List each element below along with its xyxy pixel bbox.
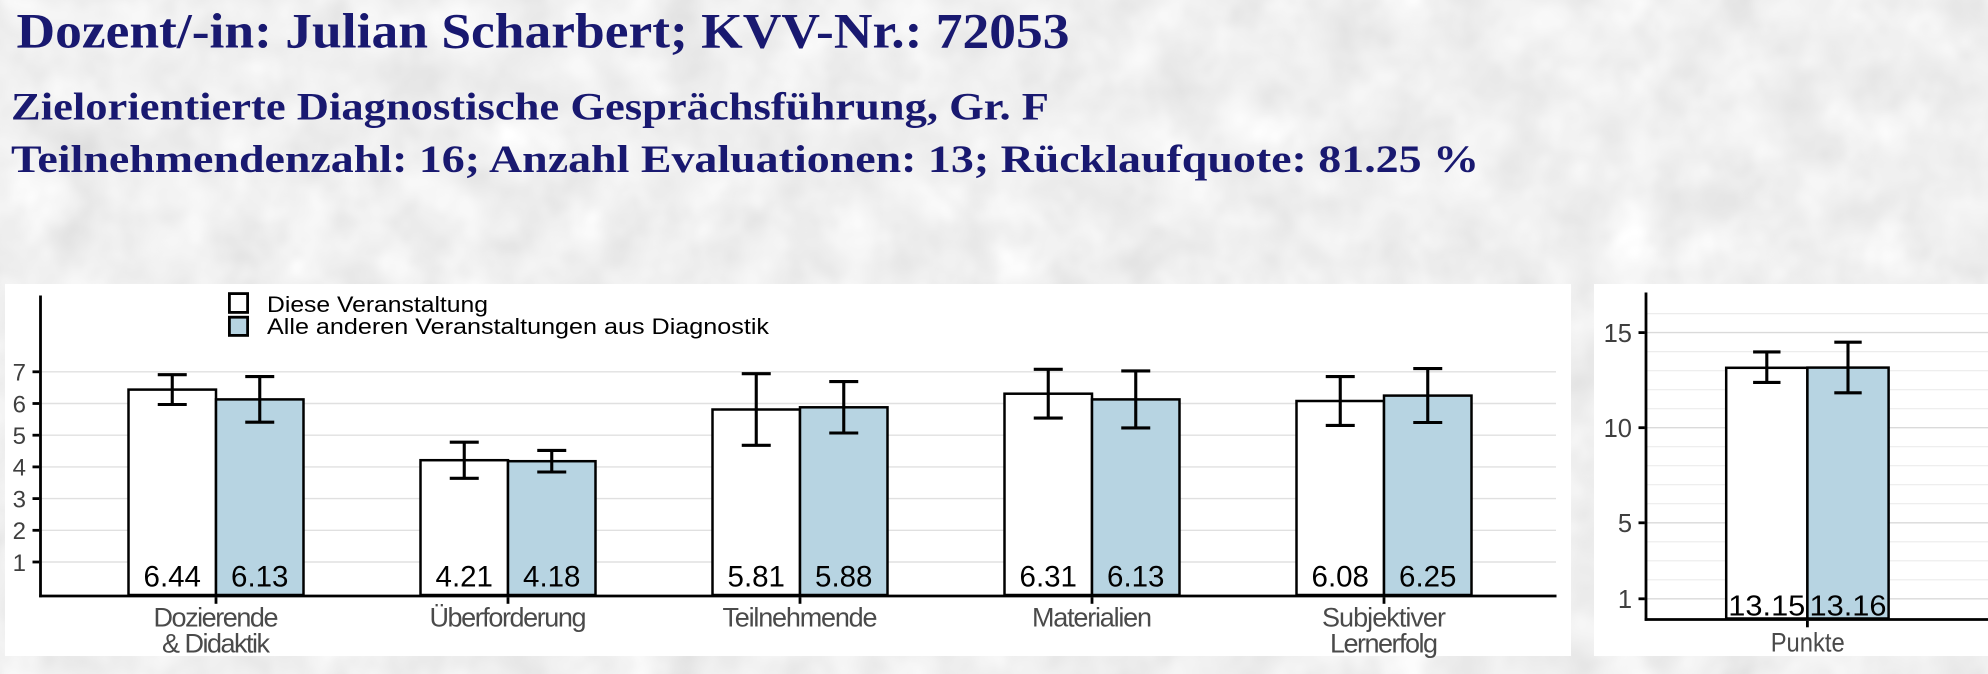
svg-text:6.08: 6.08 — [1312, 560, 1369, 593]
svg-text:Subjektiver: Subjektiver — [1322, 603, 1446, 633]
svg-text:5: 5 — [13, 423, 26, 450]
svg-text:6.13: 6.13 — [231, 560, 288, 593]
svg-text:Alle anderen Veranstaltungen a: Alle anderen Veranstaltungen aus Diagnos… — [267, 314, 770, 339]
svg-text:Dozent/-in: Julian Scharbert;: Dozent/-in: Julian Scharbert; KVV-Nr.: 7… — [17, 3, 1070, 59]
svg-text:4.18: 4.18 — [523, 560, 580, 593]
svg-text:6.31: 6.31 — [1020, 560, 1077, 593]
svg-text:1: 1 — [13, 550, 26, 577]
svg-text:10: 10 — [1604, 415, 1632, 443]
svg-text:15: 15 — [1604, 320, 1632, 348]
svg-text:Punkte: Punkte — [1771, 628, 1845, 658]
svg-text:4.21: 4.21 — [436, 560, 493, 593]
svg-text:4: 4 — [13, 455, 26, 482]
svg-text:Zielorientierte Diagnostische: Zielorientierte Diagnostische Gesprächsf… — [11, 85, 1049, 128]
svg-text:& Didaktik: & Didaktik — [162, 629, 271, 659]
svg-text:6.13: 6.13 — [1107, 560, 1164, 593]
svg-text:Materialien: Materialien — [1032, 603, 1152, 633]
svg-text:5.88: 5.88 — [815, 560, 872, 593]
svg-text:Teilnehmendenzahl: 16; Anzahl: Teilnehmendenzahl: 16; Anzahl Evaluation… — [11, 138, 1479, 181]
svg-text:Teilnehmende: Teilnehmende — [723, 603, 878, 633]
svg-text:7: 7 — [13, 360, 26, 387]
svg-text:5.81: 5.81 — [728, 560, 785, 593]
svg-text:6.44: 6.44 — [144, 560, 201, 593]
svg-text:1: 1 — [1618, 586, 1632, 614]
svg-text:6: 6 — [13, 391, 26, 418]
svg-text:3: 3 — [13, 486, 26, 513]
svg-text:Dozierende: Dozierende — [154, 603, 279, 633]
svg-text:6.25: 6.25 — [1399, 560, 1456, 593]
svg-text:Überforderung: Überforderung — [430, 603, 587, 633]
svg-text:5: 5 — [1618, 510, 1632, 538]
svg-text:Lernerfolg: Lernerfolg — [1330, 629, 1438, 659]
svg-text:13.15: 13.15 — [1728, 591, 1805, 623]
svg-text:13.16: 13.16 — [1810, 591, 1887, 623]
svg-text:2: 2 — [13, 518, 26, 545]
svg-text:Diese Veranstaltung: Diese Veranstaltung — [267, 292, 488, 317]
